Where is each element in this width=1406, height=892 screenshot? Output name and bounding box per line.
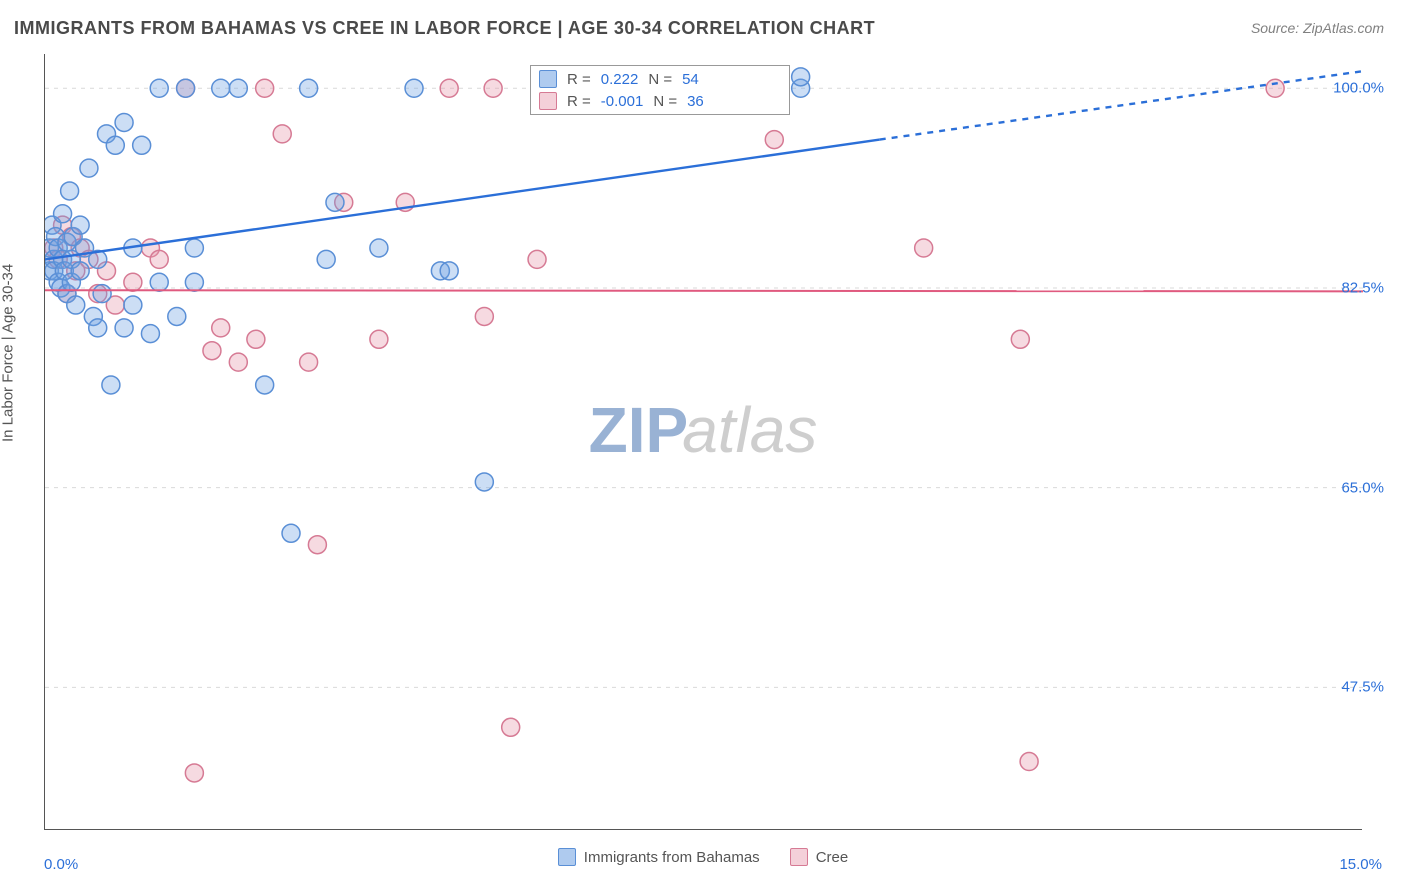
- n-label: N =: [653, 93, 677, 110]
- swatch-cree-icon: [539, 92, 557, 110]
- n-value-cree: 36: [687, 93, 704, 110]
- y-tick-label: 100.0%: [1333, 80, 1384, 97]
- legend-label-bahamas: Immigrants from Bahamas: [584, 849, 760, 866]
- r-label: R =: [567, 71, 591, 88]
- legend-label-cree: Cree: [816, 849, 849, 866]
- y-tick-label: 82.5%: [1341, 279, 1384, 296]
- chart-title: IMMIGRANTS FROM BAHAMAS VS CREE IN LABOR…: [14, 18, 875, 39]
- correlation-row-bahamas: R = 0.222 N = 54: [539, 68, 781, 90]
- n-value-bahamas: 54: [682, 71, 699, 88]
- scatter-svg: [45, 54, 1363, 830]
- source-attribution: Source: ZipAtlas.com: [1251, 20, 1384, 36]
- r-value-bahamas: 0.222: [601, 71, 639, 88]
- correlation-row-cree: R = -0.001 N = 36: [539, 90, 781, 112]
- swatch-bahamas-icon: [558, 848, 576, 866]
- y-tick-label: 47.5%: [1341, 679, 1384, 696]
- series-legend: Immigrants from Bahamas Cree: [0, 848, 1406, 866]
- n-label: N =: [648, 71, 672, 88]
- r-value-cree: -0.001: [601, 93, 644, 110]
- legend-item-cree: Cree: [790, 848, 849, 866]
- correlation-legend: R = 0.222 N = 54 R = -0.001 N = 36: [530, 65, 790, 115]
- legend-item-bahamas: Immigrants from Bahamas: [558, 848, 760, 866]
- swatch-cree-icon: [790, 848, 808, 866]
- y-axis-label: In Labor Force | Age 30-34: [0, 264, 17, 442]
- plot-area: [44, 54, 1362, 830]
- r-label: R =: [567, 93, 591, 110]
- swatch-bahamas-icon: [539, 70, 557, 88]
- y-tick-label: 65.0%: [1341, 479, 1384, 496]
